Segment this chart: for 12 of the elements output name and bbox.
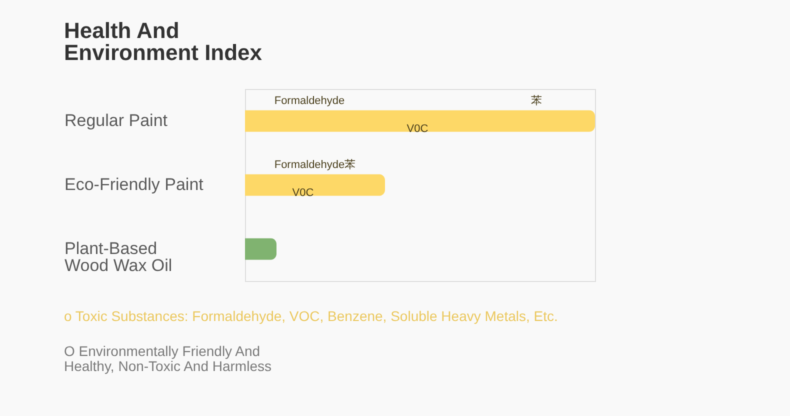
annotation: Formaldehyde bbox=[274, 159, 345, 171]
chart-title: Health And Environment Index bbox=[64, 18, 263, 65]
y-tick-label: Eco-Friendly Paint bbox=[64, 175, 204, 194]
text: o Toxic Substances: Formaldehyde, VOC, Benzene, Soluble Heavy Metals, Etc. bbox=[64, 308, 558, 324]
annotation: V0C bbox=[292, 187, 314, 199]
annotation: 苯 bbox=[344, 158, 356, 171]
annotation: 苯 bbox=[531, 94, 542, 107]
y-tick-label: Plant-Based Wood Wax Oil bbox=[64, 239, 172, 275]
y-tick-label: Regular Paint bbox=[64, 111, 168, 130]
annotation: Formaldehyde bbox=[274, 95, 345, 107]
annotation: V0C bbox=[406, 123, 428, 135]
text: O Environmentally Friendly And Healthy, Non-Toxic And Harmless bbox=[64, 343, 272, 374]
